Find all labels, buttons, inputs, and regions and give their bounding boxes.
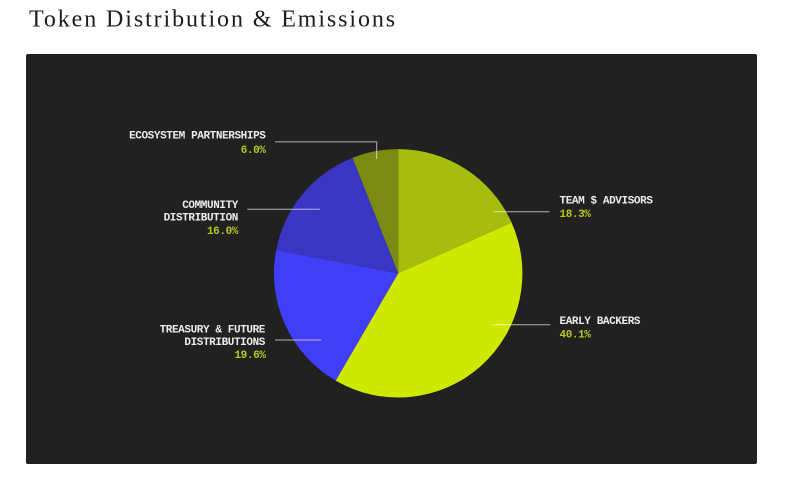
svg-text:6.0%: 6.0%	[241, 145, 267, 157]
svg-text:Token Distribution & Emissions: Token Distribution & Emissions	[29, 7, 397, 33]
svg-text:18.3%: 18.3%	[560, 209, 592, 221]
svg-text:ECOSYSTEM PARTNERSHIPS: ECOSYSTEM PARTNERSHIPS	[129, 131, 266, 143]
svg-text:40.1%: 40.1%	[560, 330, 592, 342]
svg-text:COMMUNITY: COMMUNITY	[182, 200, 239, 212]
svg-text:DISTRIBUTION: DISTRIBUTION	[164, 213, 238, 225]
svg-text:TREASURY & FUTURE: TREASURY & FUTURE	[160, 325, 266, 337]
svg-text:DISTRIBUTIONS: DISTRIBUTIONS	[184, 337, 265, 349]
svg-text:EARLY BACKERS: EARLY BACKERS	[560, 316, 641, 328]
svg-text:16.0%: 16.0%	[207, 226, 239, 238]
svg-text:TEAM $ ADVISORS: TEAM $ ADVISORS	[560, 196, 654, 208]
svg-text:19.6%: 19.6%	[234, 350, 266, 362]
